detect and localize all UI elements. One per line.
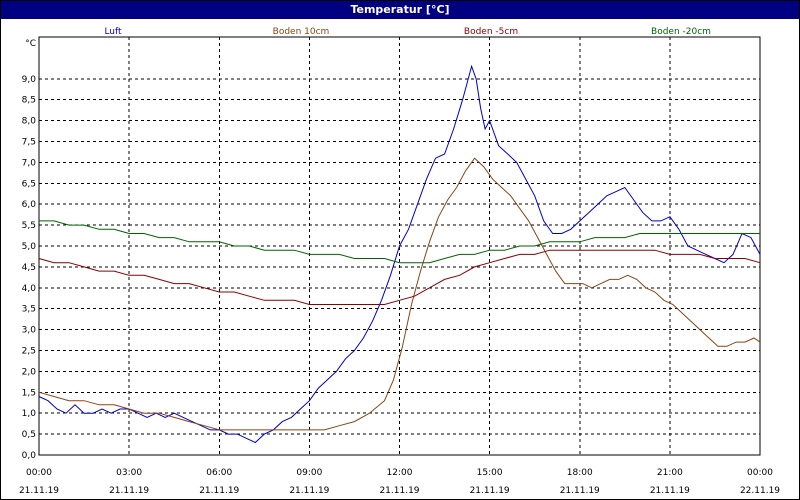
y-axis-label: °C xyxy=(25,39,36,49)
series-line xyxy=(39,220,760,264)
y-tick-label: 9,0 xyxy=(22,75,37,85)
series-line xyxy=(38,157,761,431)
y-tick-label: 1,0 xyxy=(22,409,37,419)
x-tick-time: 21:00 xyxy=(657,468,683,478)
y-tick-label: 3,5 xyxy=(22,305,36,315)
x-tick-time: 18:00 xyxy=(567,468,593,478)
x-tick-time: 09:00 xyxy=(296,468,322,478)
y-tick-label: 2,5 xyxy=(22,347,36,357)
x-tick-date: 21.11.19 xyxy=(470,486,510,496)
x-tick-date: 21.11.19 xyxy=(379,486,419,496)
y-tick-label: 6,5 xyxy=(22,179,36,189)
series-line xyxy=(38,249,761,305)
x-tick-date: 22.11.19 xyxy=(740,486,780,496)
x-tick-date: 21.11.19 xyxy=(650,486,690,496)
x-tick-time: 00:00 xyxy=(747,468,773,478)
y-tick-label: 0,5 xyxy=(22,430,36,440)
temperature-chart: 0,0 0,5 1,0 1,5 2,0 2,5 3,0 3,5 4,0 4,5 5,0 5,5 6,0 6… xyxy=(19,27,780,496)
y-tick-label: 2,0 xyxy=(22,367,37,377)
y-tick-label: 5,5 xyxy=(22,221,36,231)
y-tick-label: 4,5 xyxy=(22,263,36,273)
y-tick-label: 1,5 xyxy=(22,388,36,398)
y-tick-label: 0,0 xyxy=(22,451,37,461)
chart-title: Temperatur [°C] xyxy=(1,1,799,19)
legend-entry: Boden -20cm xyxy=(651,27,711,37)
legend-entry: Boden -5cm xyxy=(464,27,518,37)
y-tick-label: 7,5 xyxy=(22,138,36,148)
legend-entry: Luft xyxy=(104,27,122,37)
x-tick-time: 03:00 xyxy=(116,468,142,478)
x-tick-date: 21.11.19 xyxy=(109,486,149,496)
y-tick-label: 5,0 xyxy=(22,242,37,252)
y-tick-label: 7,0 xyxy=(22,158,37,168)
y-tick-label: 3,0 xyxy=(22,326,37,336)
x-tick-date: 21.11.19 xyxy=(560,486,600,496)
x-tick-date: 21.11.19 xyxy=(199,486,239,496)
y-tick-label: 4,0 xyxy=(22,284,37,294)
series-line xyxy=(38,64,761,444)
legend-entry: Boden 10cm xyxy=(273,27,330,37)
y-tick-label: 8,5 xyxy=(22,96,36,106)
x-tick-time: 06:00 xyxy=(206,468,232,478)
x-tick-date: 21.11.19 xyxy=(19,486,59,496)
x-tick-time: 12:00 xyxy=(387,468,413,478)
x-tick-time: 15:00 xyxy=(477,468,503,478)
y-tick-label: 6,0 xyxy=(22,200,37,210)
x-tick-time: 00:00 xyxy=(26,468,52,478)
y-tick-label: 8,0 xyxy=(22,117,37,127)
x-tick-date: 21.11.19 xyxy=(289,486,329,496)
